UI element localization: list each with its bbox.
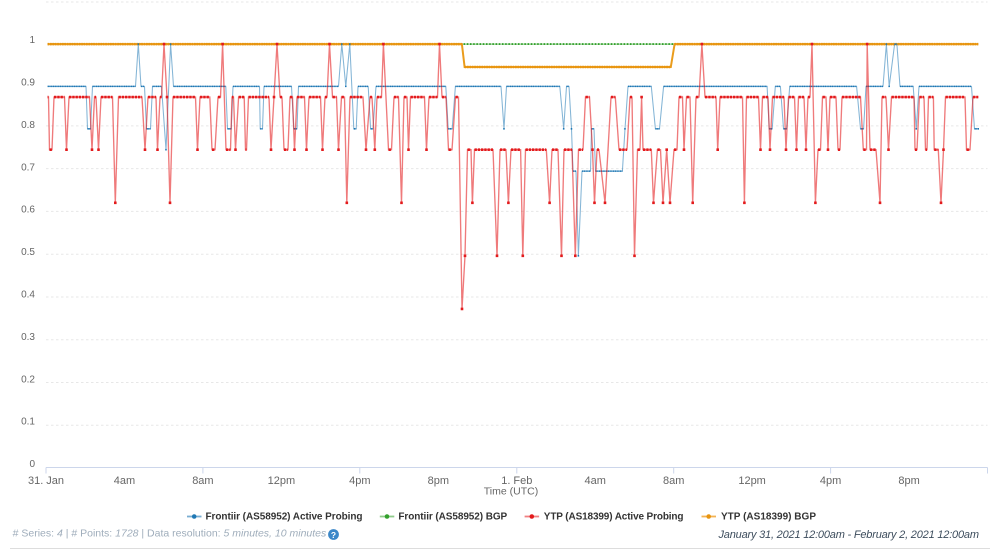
svg-text:Frontiir (AS58952) Active Prob: Frontiir (AS58952) Active Probing — [206, 512, 363, 523]
svg-text:YTP (AS18399) Active Probing: YTP (AS18399) Active Probing — [544, 512, 684, 523]
svg-text:0.2: 0.2 — [21, 374, 35, 385]
svg-text:4pm: 4pm — [820, 475, 841, 487]
svg-text:8am: 8am — [663, 475, 684, 487]
svg-text:1. Feb: 1. Feb — [501, 475, 532, 487]
svg-text:0.5: 0.5 — [21, 247, 35, 258]
svg-text:12pm: 12pm — [268, 475, 296, 487]
svg-text:0.3: 0.3 — [21, 332, 35, 343]
svg-text:YTP (AS18399) BGP: YTP (AS18399) BGP — [721, 512, 816, 523]
svg-text:4pm: 4pm — [349, 475, 370, 487]
svg-text:?: ? — [331, 530, 336, 540]
svg-text:31. Jan: 31. Jan — [28, 475, 64, 487]
svg-text:12pm: 12pm — [738, 475, 766, 487]
svg-text:0.4: 0.4 — [21, 290, 35, 301]
svg-text:1: 1 — [29, 35, 35, 46]
svg-text:8pm: 8pm — [898, 475, 919, 487]
svg-text:0.6: 0.6 — [21, 205, 35, 216]
svg-text:4am: 4am — [114, 475, 135, 487]
svg-text:0: 0 — [29, 459, 35, 470]
svg-text:0.1: 0.1 — [21, 417, 35, 428]
svg-text:0.7: 0.7 — [21, 162, 35, 173]
svg-text:0.8: 0.8 — [21, 120, 35, 131]
svg-text:# Series: 4 | # Points: 1728 |: # Series: 4 | # Points: 1728 | Data reso… — [13, 528, 327, 540]
svg-text:8am: 8am — [192, 475, 213, 487]
svg-text:Time (UTC): Time (UTC) — [484, 486, 538, 498]
svg-text:January 31, 2021 12:00am - Feb: January 31, 2021 12:00am - February 2, 2… — [718, 529, 980, 541]
svg-text:Frontiir (AS58952) BGP: Frontiir (AS58952) BGP — [398, 512, 507, 523]
svg-text:0.9: 0.9 — [21, 78, 35, 89]
svg-text:8pm: 8pm — [428, 475, 449, 487]
svg-text:4am: 4am — [584, 475, 605, 487]
